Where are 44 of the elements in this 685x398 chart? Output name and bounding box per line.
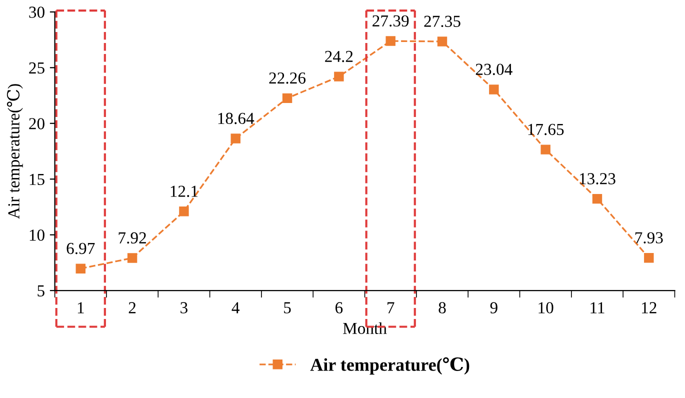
data-label: 22.26 bbox=[269, 72, 306, 84]
y-tick-label: 5 bbox=[38, 285, 44, 296]
point bbox=[230, 134, 240, 144]
data-label: 12.1 bbox=[170, 186, 198, 197]
data-label: 23.04 bbox=[476, 64, 512, 76]
data-label: 24.2 bbox=[325, 50, 353, 62]
point bbox=[282, 93, 292, 104]
data-label: 27.39 bbox=[372, 15, 409, 27]
point bbox=[76, 264, 86, 274]
point bbox=[644, 253, 654, 263]
x-tick-label: 4 bbox=[232, 302, 240, 314]
point bbox=[334, 72, 344, 82]
data-label: 7.92 bbox=[118, 232, 146, 244]
data-label: 6.97 bbox=[66, 242, 95, 254]
data-label: 7.93 bbox=[635, 232, 663, 244]
point bbox=[592, 194, 602, 204]
point bbox=[437, 36, 448, 46]
x-tick-label: 1 bbox=[78, 302, 84, 314]
x-tick-label: 6 bbox=[335, 302, 343, 314]
x-tick-label: 10 bbox=[538, 302, 554, 314]
legend-label: Air temperature(℃) bbox=[310, 357, 470, 375]
x-tick-label: 12 bbox=[642, 302, 656, 314]
y-tick-label: 25 bbox=[29, 62, 44, 74]
x-tick-label: 7 bbox=[388, 302, 394, 314]
data-label: 13.23 bbox=[580, 173, 616, 184]
x-tick-label: 8 bbox=[438, 302, 446, 314]
data-label: 17.65 bbox=[528, 124, 564, 136]
x-tick-label: 11 bbox=[590, 302, 604, 314]
point bbox=[540, 144, 550, 154]
x-tick-label: 3 bbox=[180, 302, 188, 314]
data-label: 27.35 bbox=[424, 16, 460, 28]
point bbox=[489, 84, 499, 94]
y-tick-label: 30 bbox=[29, 6, 44, 18]
x-tick-label: 9 bbox=[490, 302, 498, 314]
y-axis-title: Air temperature(℃) bbox=[6, 84, 23, 219]
y-tick-label: 10 bbox=[30, 230, 44, 241]
x-tick-label: 5 bbox=[284, 302, 291, 314]
point bbox=[386, 36, 396, 46]
x-tick-label: 2 bbox=[128, 302, 136, 314]
point bbox=[179, 206, 189, 216]
data-label: 18.64 bbox=[218, 112, 254, 124]
point bbox=[127, 253, 138, 263]
y-tick-label: 15 bbox=[30, 174, 44, 186]
y-tick-label: 20 bbox=[29, 118, 44, 130]
